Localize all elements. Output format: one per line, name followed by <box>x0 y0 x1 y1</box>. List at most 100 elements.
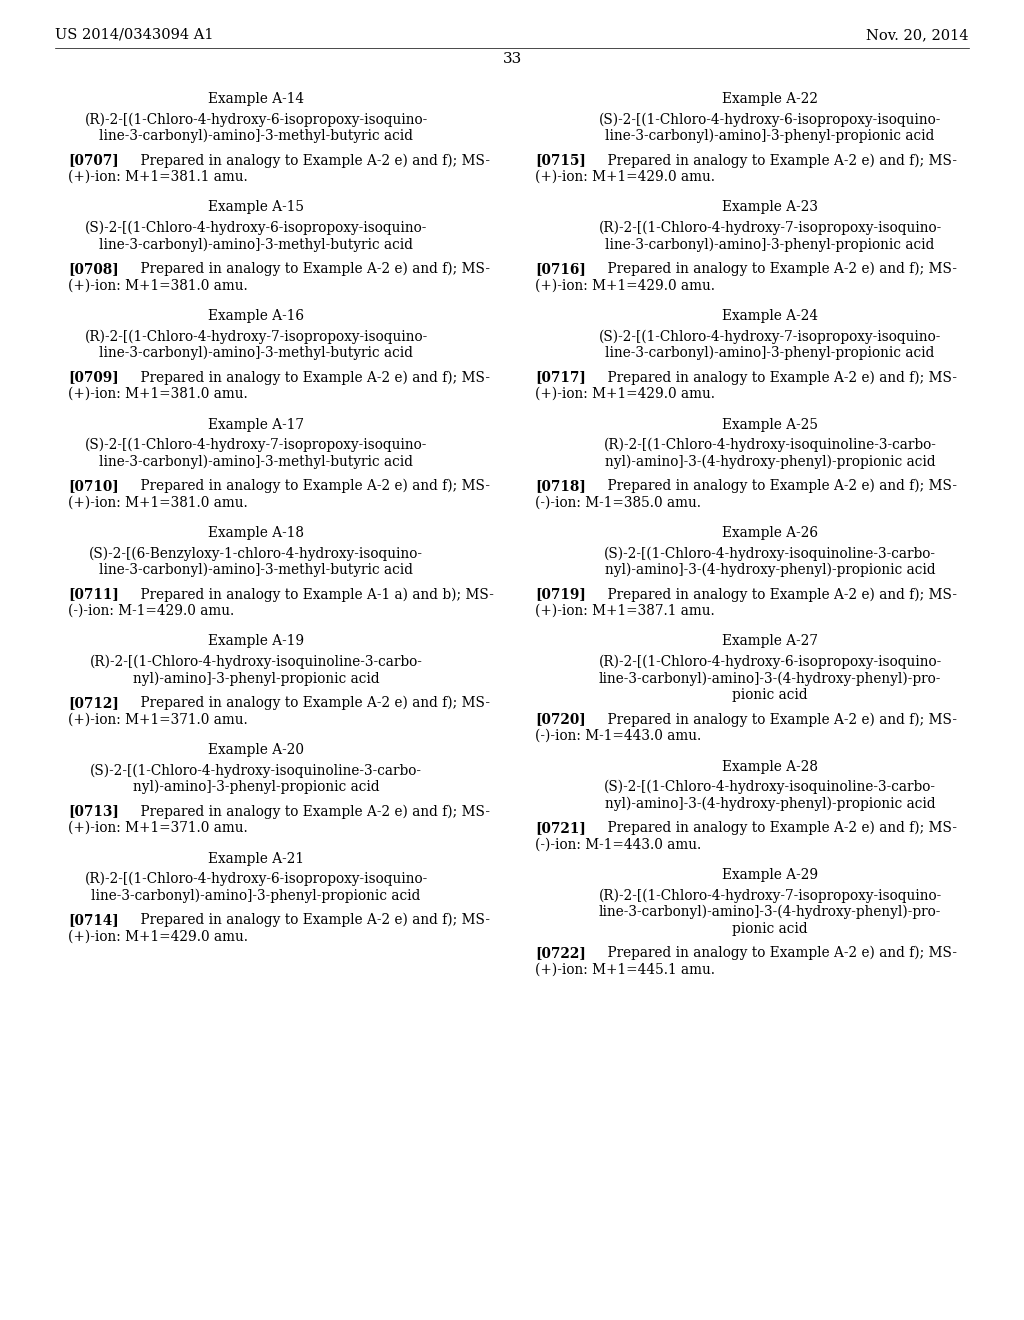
Text: (+)-ion: M+1=381.0 amu.: (+)-ion: M+1=381.0 amu. <box>68 387 248 401</box>
Text: [0708]: [0708] <box>68 261 119 276</box>
Text: [0717]: [0717] <box>535 371 586 384</box>
Text: line-3-carbonyl)-amino]-3-(4-hydroxy-phenyl)-pro-: line-3-carbonyl)-amino]-3-(4-hydroxy-phe… <box>599 906 941 920</box>
Text: (R)-2-[(1-Chloro-4-hydroxy-6-isopropoxy-isoquino-: (R)-2-[(1-Chloro-4-hydroxy-6-isopropoxy-… <box>598 655 942 669</box>
Text: [0718]: [0718] <box>535 479 586 492</box>
Text: (-)-ion: M-1=443.0 amu.: (-)-ion: M-1=443.0 amu. <box>535 729 701 743</box>
Text: (R)-2-[(1-Chloro-4-hydroxy-isoquinoline-3-carbo-: (R)-2-[(1-Chloro-4-hydroxy-isoquinoline-… <box>89 655 423 669</box>
Text: Prepared in analogy to Example A-2 e) and f); MS-: Prepared in analogy to Example A-2 e) an… <box>123 479 489 494</box>
Text: Example A-19: Example A-19 <box>208 635 304 648</box>
Text: US 2014/0343094 A1: US 2014/0343094 A1 <box>55 28 213 42</box>
Text: [0711]: [0711] <box>68 587 119 602</box>
Text: (S)-2-[(6-Benzyloxy-1-chloro-4-hydroxy-isoquino-: (S)-2-[(6-Benzyloxy-1-chloro-4-hydroxy-i… <box>89 546 423 561</box>
Text: (-)-ion: M-1=443.0 amu.: (-)-ion: M-1=443.0 amu. <box>535 837 701 851</box>
Text: Example A-21: Example A-21 <box>208 851 304 866</box>
Text: [0714]: [0714] <box>68 913 119 927</box>
Text: [0721]: [0721] <box>535 821 586 836</box>
Text: Prepared in analogy to Example A-2 e) and f); MS-: Prepared in analogy to Example A-2 e) an… <box>123 371 489 385</box>
Text: [0719]: [0719] <box>535 587 586 602</box>
Text: [0715]: [0715] <box>535 153 586 168</box>
Text: Prepared in analogy to Example A-2 e) and f); MS-: Prepared in analogy to Example A-2 e) an… <box>590 946 956 961</box>
Text: Example A-25: Example A-25 <box>722 417 818 432</box>
Text: line-3-carbonyl)-amino]-3-methyl-butyric acid: line-3-carbonyl)-amino]-3-methyl-butyric… <box>99 129 413 144</box>
Text: Example A-15: Example A-15 <box>208 201 304 214</box>
Text: [0712]: [0712] <box>68 696 119 710</box>
Text: (R)-2-[(1-Chloro-4-hydroxy-isoquinoline-3-carbo-: (R)-2-[(1-Chloro-4-hydroxy-isoquinoline-… <box>603 438 936 453</box>
Text: Prepared in analogy to Example A-1 a) and b); MS-: Prepared in analogy to Example A-1 a) an… <box>123 587 494 602</box>
Text: Prepared in analogy to Example A-2 e) and f); MS-: Prepared in analogy to Example A-2 e) an… <box>590 479 956 494</box>
Text: line-3-carbonyl)-amino]-3-methyl-butyric acid: line-3-carbonyl)-amino]-3-methyl-butyric… <box>99 454 413 469</box>
Text: (+)-ion: M+1=371.0 amu.: (+)-ion: M+1=371.0 amu. <box>68 821 248 836</box>
Text: [0720]: [0720] <box>535 713 586 726</box>
Text: (+)-ion: M+1=429.0 amu.: (+)-ion: M+1=429.0 amu. <box>535 170 715 183</box>
Text: (-)-ion: M-1=429.0 amu.: (-)-ion: M-1=429.0 amu. <box>68 605 234 618</box>
Text: nyl)-amino]-3-(4-hydroxy-phenyl)-propionic acid: nyl)-amino]-3-(4-hydroxy-phenyl)-propion… <box>605 454 935 469</box>
Text: (+)-ion: M+1=445.1 amu.: (+)-ion: M+1=445.1 amu. <box>535 962 715 977</box>
Text: Example A-28: Example A-28 <box>722 759 818 774</box>
Text: line-3-carbonyl)-amino]-3-phenyl-propionic acid: line-3-carbonyl)-amino]-3-phenyl-propion… <box>605 346 935 360</box>
Text: nyl)-amino]-3-(4-hydroxy-phenyl)-propionic acid: nyl)-amino]-3-(4-hydroxy-phenyl)-propion… <box>605 796 935 810</box>
Text: Prepared in analogy to Example A-2 e) and f); MS-: Prepared in analogy to Example A-2 e) an… <box>123 153 489 168</box>
Text: (S)-2-[(1-Chloro-4-hydroxy-6-isopropoxy-isoquino-: (S)-2-[(1-Chloro-4-hydroxy-6-isopropoxy-… <box>599 112 941 127</box>
Text: (S)-2-[(1-Chloro-4-hydroxy-isoquinoline-3-carbo-: (S)-2-[(1-Chloro-4-hydroxy-isoquinoline-… <box>90 763 422 777</box>
Text: pionic acid: pionic acid <box>732 921 808 936</box>
Text: line-3-carbonyl)-amino]-3-phenyl-propionic acid: line-3-carbonyl)-amino]-3-phenyl-propion… <box>91 888 421 903</box>
Text: Prepared in analogy to Example A-2 e) and f); MS-: Prepared in analogy to Example A-2 e) an… <box>590 261 956 276</box>
Text: 33: 33 <box>503 51 521 66</box>
Text: line-3-carbonyl)-amino]-3-methyl-butyric acid: line-3-carbonyl)-amino]-3-methyl-butyric… <box>99 346 413 360</box>
Text: Prepared in analogy to Example A-2 e) and f); MS-: Prepared in analogy to Example A-2 e) an… <box>123 804 489 818</box>
Text: Example A-23: Example A-23 <box>722 201 818 214</box>
Text: (S)-2-[(1-Chloro-4-hydroxy-isoquinoline-3-carbo-: (S)-2-[(1-Chloro-4-hydroxy-isoquinoline-… <box>604 546 936 561</box>
Text: nyl)-amino]-3-(4-hydroxy-phenyl)-propionic acid: nyl)-amino]-3-(4-hydroxy-phenyl)-propion… <box>605 564 935 577</box>
Text: Prepared in analogy to Example A-2 e) and f); MS-: Prepared in analogy to Example A-2 e) an… <box>590 713 956 727</box>
Text: (+)-ion: M+1=429.0 amu.: (+)-ion: M+1=429.0 amu. <box>68 929 248 944</box>
Text: Example A-29: Example A-29 <box>722 869 818 882</box>
Text: Example A-18: Example A-18 <box>208 525 304 540</box>
Text: (+)-ion: M+1=381.0 amu.: (+)-ion: M+1=381.0 amu. <box>68 495 248 510</box>
Text: (R)-2-[(1-Chloro-4-hydroxy-6-isopropoxy-isoquino-: (R)-2-[(1-Chloro-4-hydroxy-6-isopropoxy-… <box>84 873 428 887</box>
Text: (+)-ion: M+1=429.0 amu.: (+)-ion: M+1=429.0 amu. <box>535 279 715 293</box>
Text: Example A-20: Example A-20 <box>208 743 304 756</box>
Text: (-)-ion: M-1=385.0 amu.: (-)-ion: M-1=385.0 amu. <box>535 495 701 510</box>
Text: [0709]: [0709] <box>68 371 119 384</box>
Text: (+)-ion: M+1=371.0 amu.: (+)-ion: M+1=371.0 amu. <box>68 713 248 726</box>
Text: Nov. 20, 2014: Nov. 20, 2014 <box>866 28 969 42</box>
Text: Prepared in analogy to Example A-2 e) and f); MS-: Prepared in analogy to Example A-2 e) an… <box>123 261 489 276</box>
Text: [0713]: [0713] <box>68 804 119 818</box>
Text: Prepared in analogy to Example A-2 e) and f); MS-: Prepared in analogy to Example A-2 e) an… <box>590 153 956 168</box>
Text: Example A-17: Example A-17 <box>208 417 304 432</box>
Text: (R)-2-[(1-Chloro-4-hydroxy-6-isopropoxy-isoquino-: (R)-2-[(1-Chloro-4-hydroxy-6-isopropoxy-… <box>84 112 428 127</box>
Text: Example A-24: Example A-24 <box>722 309 818 323</box>
Text: (+)-ion: M+1=381.0 amu.: (+)-ion: M+1=381.0 amu. <box>68 279 248 293</box>
Text: line-3-carbonyl)-amino]-3-phenyl-propionic acid: line-3-carbonyl)-amino]-3-phenyl-propion… <box>605 238 935 252</box>
Text: (S)-2-[(1-Chloro-4-hydroxy-isoquinoline-3-carbo-: (S)-2-[(1-Chloro-4-hydroxy-isoquinoline-… <box>604 780 936 795</box>
Text: line-3-carbonyl)-amino]-3-(4-hydroxy-phenyl)-pro-: line-3-carbonyl)-amino]-3-(4-hydroxy-phe… <box>599 672 941 686</box>
Text: (S)-2-[(1-Chloro-4-hydroxy-7-isopropoxy-isoquino-: (S)-2-[(1-Chloro-4-hydroxy-7-isopropoxy-… <box>85 438 427 453</box>
Text: Example A-22: Example A-22 <box>722 92 818 106</box>
Text: Prepared in analogy to Example A-2 e) and f); MS-: Prepared in analogy to Example A-2 e) an… <box>590 371 956 385</box>
Text: Example A-14: Example A-14 <box>208 92 304 106</box>
Text: nyl)-amino]-3-phenyl-propionic acid: nyl)-amino]-3-phenyl-propionic acid <box>133 780 379 795</box>
Text: (R)-2-[(1-Chloro-4-hydroxy-7-isopropoxy-isoquino-: (R)-2-[(1-Chloro-4-hydroxy-7-isopropoxy-… <box>598 220 942 235</box>
Text: nyl)-amino]-3-phenyl-propionic acid: nyl)-amino]-3-phenyl-propionic acid <box>133 672 379 686</box>
Text: [0716]: [0716] <box>535 261 586 276</box>
Text: [0710]: [0710] <box>68 479 119 492</box>
Text: (S)-2-[(1-Chloro-4-hydroxy-7-isopropoxy-isoquino-: (S)-2-[(1-Chloro-4-hydroxy-7-isopropoxy-… <box>599 330 941 345</box>
Text: Prepared in analogy to Example A-2 e) and f); MS-: Prepared in analogy to Example A-2 e) an… <box>590 587 956 602</box>
Text: (R)-2-[(1-Chloro-4-hydroxy-7-isopropoxy-isoquino-: (R)-2-[(1-Chloro-4-hydroxy-7-isopropoxy-… <box>598 888 942 903</box>
Text: (+)-ion: M+1=387.1 amu.: (+)-ion: M+1=387.1 amu. <box>535 605 715 618</box>
Text: line-3-carbonyl)-amino]-3-methyl-butyric acid: line-3-carbonyl)-amino]-3-methyl-butyric… <box>99 238 413 252</box>
Text: (+)-ion: M+1=381.1 amu.: (+)-ion: M+1=381.1 amu. <box>68 170 248 183</box>
Text: Example A-27: Example A-27 <box>722 635 818 648</box>
Text: line-3-carbonyl)-amino]-3-phenyl-propionic acid: line-3-carbonyl)-amino]-3-phenyl-propion… <box>605 129 935 144</box>
Text: [0722]: [0722] <box>535 946 586 960</box>
Text: (R)-2-[(1-Chloro-4-hydroxy-7-isopropoxy-isoquino-: (R)-2-[(1-Chloro-4-hydroxy-7-isopropoxy-… <box>84 330 428 345</box>
Text: [0707]: [0707] <box>68 153 119 168</box>
Text: (S)-2-[(1-Chloro-4-hydroxy-6-isopropoxy-isoquino-: (S)-2-[(1-Chloro-4-hydroxy-6-isopropoxy-… <box>85 220 427 235</box>
Text: Prepared in analogy to Example A-2 e) and f); MS-: Prepared in analogy to Example A-2 e) an… <box>590 821 956 836</box>
Text: Example A-26: Example A-26 <box>722 525 818 540</box>
Text: pionic acid: pionic acid <box>732 688 808 702</box>
Text: Prepared in analogy to Example A-2 e) and f); MS-: Prepared in analogy to Example A-2 e) an… <box>123 913 489 928</box>
Text: (+)-ion: M+1=429.0 amu.: (+)-ion: M+1=429.0 amu. <box>535 387 715 401</box>
Text: Example A-16: Example A-16 <box>208 309 304 323</box>
Text: Prepared in analogy to Example A-2 e) and f); MS-: Prepared in analogy to Example A-2 e) an… <box>123 696 489 710</box>
